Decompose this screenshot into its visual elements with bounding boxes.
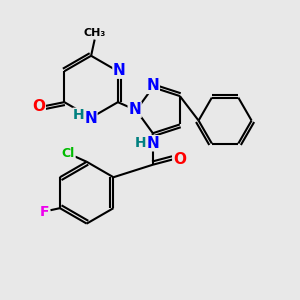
Text: H: H — [134, 136, 146, 150]
Text: N: N — [113, 63, 126, 78]
Text: N: N — [146, 136, 159, 151]
Text: F: F — [40, 205, 50, 219]
Text: CH₃: CH₃ — [83, 28, 106, 38]
Text: N: N — [84, 111, 97, 126]
Text: O: O — [32, 99, 45, 114]
Text: N: N — [146, 78, 159, 93]
Text: O: O — [173, 152, 186, 167]
Text: H: H — [73, 108, 85, 122]
Text: Cl: Cl — [62, 147, 75, 160]
Text: N: N — [128, 102, 141, 117]
